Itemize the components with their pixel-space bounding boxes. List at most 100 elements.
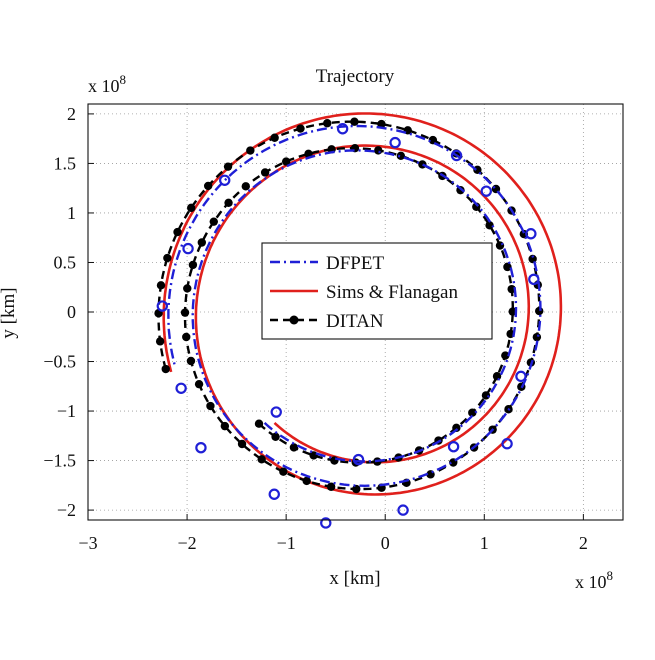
ditan-marker: [481, 391, 491, 400]
dfpet-marker: [389, 136, 401, 149]
ditan-marker: [182, 332, 191, 342]
ditan-marker: [377, 119, 386, 129]
y-tick-label: 1: [67, 203, 76, 223]
x-tick-label: −3: [78, 533, 97, 553]
ditan-marker: [180, 308, 190, 317]
chart-title: Trajectory: [316, 66, 395, 87]
ditan-marker: [374, 146, 383, 155]
ditan-marker: [163, 253, 172, 263]
dfpet-marker: [195, 441, 207, 454]
dfpet-marker: [450, 149, 463, 162]
ditan-marker: [257, 455, 266, 464]
ditan-marker: [156, 281, 166, 290]
ditan-marker: [270, 133, 279, 142]
x-tick-label: 2: [579, 533, 588, 553]
dfpet-marker: [528, 273, 540, 286]
ditan-marker: [323, 119, 332, 128]
ditan-marker: [188, 260, 198, 270]
ditan-marker: [220, 421, 230, 431]
legend-label-sims-flanagan: Sims & Flanagan: [326, 282, 458, 303]
legend-marker-ditan: [289, 315, 299, 325]
dfpet-marker: [480, 185, 492, 197]
ditan-marker: [224, 198, 233, 208]
dfpet-marker: [156, 300, 169, 312]
dfpet-marker: [501, 438, 513, 450]
dfpet-marker: [175, 382, 187, 394]
dfpet-marker: [515, 370, 527, 383]
ditan-marker: [186, 356, 196, 366]
y-tick-label: −1.5: [43, 451, 76, 471]
dfpet-marker: [525, 228, 537, 240]
ditan-marker: [501, 351, 510, 360]
x-tick-label: 0: [381, 533, 390, 553]
dfpet-marker: [447, 441, 460, 453]
ditan-marker: [271, 432, 280, 441]
ditan-marker: [350, 117, 359, 126]
ditan-marker: [206, 401, 215, 411]
y-tick-label: −1: [57, 401, 76, 421]
ditan-marker: [187, 203, 196, 213]
ditan-marker: [203, 181, 213, 191]
ditan-marker: [223, 162, 233, 171]
ditan-marker: [161, 364, 170, 374]
ditan-marker: [492, 372, 502, 381]
y-tick-label: −0.5: [43, 352, 76, 372]
ditan-marker: [309, 451, 318, 460]
x-axis-label: x [km]: [329, 568, 380, 589]
ditan-marker: [352, 484, 361, 494]
y-multiplier: x 108: [88, 72, 126, 96]
ditan-marker: [326, 482, 336, 491]
dfpet-marker: [320, 517, 332, 529]
x-multiplier: x 108: [575, 568, 613, 592]
ditan-marker: [279, 467, 288, 476]
ditan-marker: [468, 408, 477, 417]
ditan-marker: [532, 332, 542, 342]
y-tick-label: 2: [67, 104, 76, 124]
dfpet-marker: [268, 488, 280, 500]
ditan-marker: [194, 379, 204, 389]
series-line-dfpet: [167, 124, 542, 488]
ditan-marker: [209, 217, 218, 226]
ditan-marker: [173, 227, 182, 237]
dfpet-marker: [352, 453, 365, 466]
y-tick-label: −2: [57, 500, 76, 520]
ditan-marker: [281, 157, 291, 166]
legend: DFPET Sims & Flanagan DITAN: [261, 242, 493, 340]
ditan-marker: [452, 423, 461, 433]
ditan-marker: [289, 443, 299, 452]
dfpet-marker: [336, 123, 349, 135]
ditan-marker: [418, 160, 427, 169]
y-tick-label: 1.5: [54, 153, 77, 173]
dfpet-marker: [397, 504, 409, 516]
ditan-marker: [503, 262, 512, 272]
ditan-marker: [254, 419, 264, 428]
ditan-marker: [155, 337, 165, 346]
ditan-marker: [495, 241, 505, 250]
ditan-marker: [241, 182, 250, 191]
ditan-marker: [183, 284, 192, 293]
dfpet-marker: [182, 242, 194, 255]
x-tick-label: −1: [277, 533, 296, 553]
ditan-marker: [197, 238, 207, 247]
series-layer: [154, 112, 563, 529]
ditan-marker: [507, 284, 516, 294]
dfpet-marker: [270, 406, 282, 418]
ditan-marker: [528, 254, 537, 264]
ditan-marker: [330, 456, 339, 465]
x-tick-label: 1: [480, 533, 489, 553]
legend-label-dfpet: DFPET: [326, 253, 384, 274]
axis-ticks: −3 −2 −1 0 1 2−2−1.5−1−0.500.511.52: [43, 104, 588, 553]
ditan-marker: [396, 151, 406, 161]
ditan-marker: [485, 221, 494, 230]
ditan-marker: [237, 439, 247, 449]
ditan-marker: [302, 476, 311, 486]
legend-label-ditan: DITAN: [326, 311, 384, 332]
ditan-marker: [246, 146, 255, 155]
y-tick-label: 0: [67, 302, 76, 322]
y-axis-label: y [km]: [0, 287, 19, 338]
ditan-marker: [260, 168, 270, 177]
ditan-marker: [296, 124, 305, 133]
y-tick-label: 0.5: [54, 252, 77, 272]
